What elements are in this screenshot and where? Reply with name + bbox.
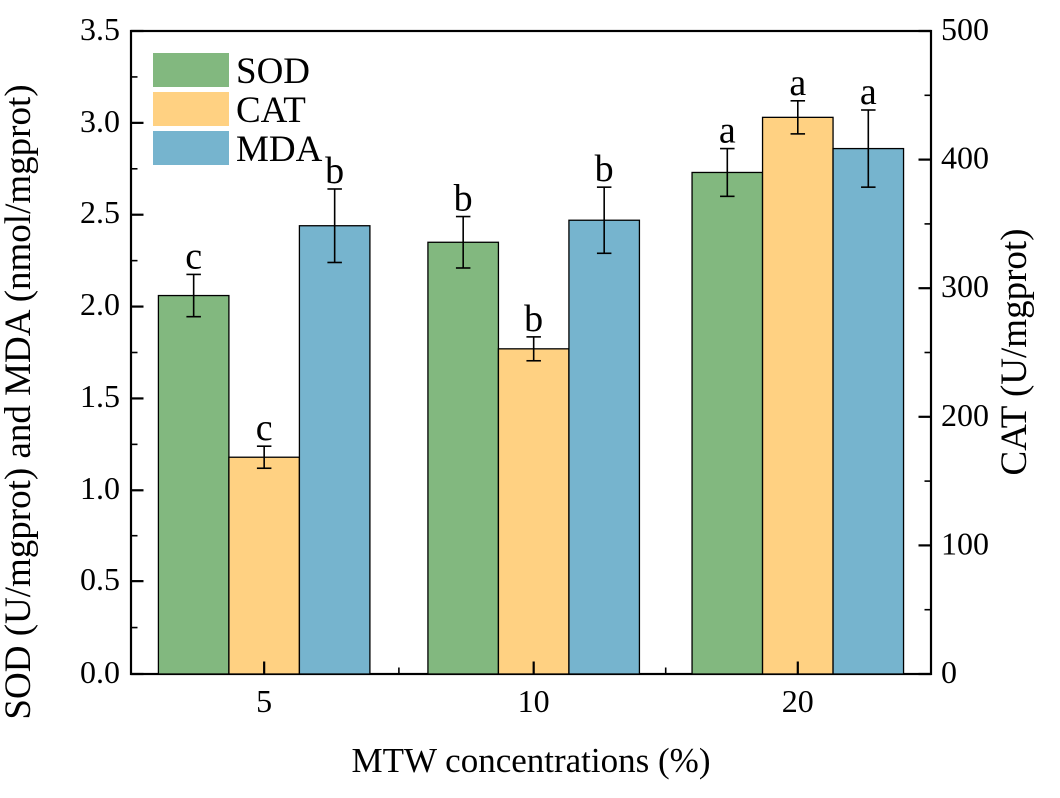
svg-text:300: 300 [941, 268, 989, 304]
svg-text:b: b [454, 178, 473, 220]
svg-text:0.5: 0.5 [80, 561, 120, 597]
svg-text:400: 400 [941, 140, 989, 176]
svg-text:a: a [719, 110, 736, 152]
svg-text:MDA: MDA [236, 129, 323, 170]
svg-text:SOD: SOD [236, 51, 310, 92]
svg-text:b: b [595, 148, 614, 190]
svg-text:20: 20 [782, 683, 814, 719]
svg-text:0.0: 0.0 [80, 654, 120, 690]
svg-text:1.5: 1.5 [80, 378, 120, 414]
svg-text:5: 5 [256, 683, 272, 719]
svg-text:1.0: 1.0 [80, 470, 120, 506]
svg-text:a: a [860, 71, 877, 113]
svg-text:500: 500 [941, 11, 989, 47]
svg-text:10: 10 [518, 683, 550, 719]
svg-text:MTW concentrations (%): MTW concentrations (%) [352, 741, 711, 780]
svg-text:CAT: CAT [236, 90, 306, 131]
svg-text:3.5: 3.5 [80, 11, 120, 47]
svg-text:b: b [325, 150, 344, 192]
svg-text:c: c [256, 407, 273, 449]
svg-text:a: a [789, 62, 806, 104]
svg-text:2.5: 2.5 [80, 194, 120, 230]
svg-text:100: 100 [941, 525, 989, 561]
svg-text:CAT (U/mgprot): CAT (U/mgprot) [994, 228, 1035, 475]
svg-text:2.0: 2.0 [80, 286, 120, 322]
svg-text:0: 0 [941, 654, 957, 690]
svg-text:b: b [524, 298, 543, 340]
svg-text:SOD (U/mgprot) and MDA (nmol/m: SOD (U/mgprot) and MDA (nmol/mgprot) [0, 84, 39, 719]
svg-text:3.0: 3.0 [80, 103, 120, 139]
svg-text:c: c [185, 235, 202, 277]
svg-text:200: 200 [941, 397, 989, 433]
